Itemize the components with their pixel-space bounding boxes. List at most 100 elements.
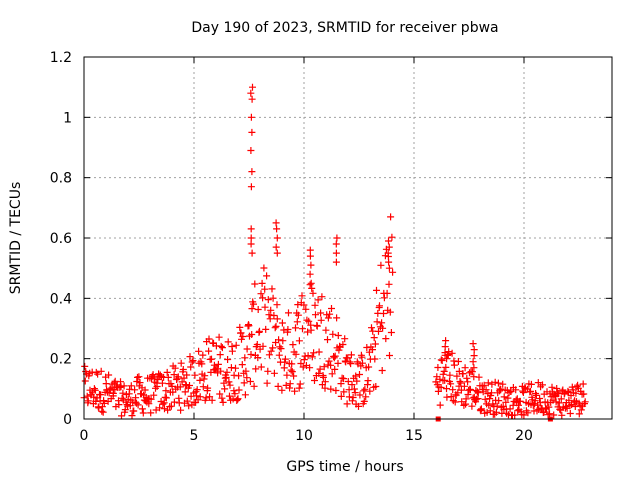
data-point xyxy=(284,326,292,333)
y-tick-label: 0 xyxy=(63,412,72,428)
data-point xyxy=(162,387,170,395)
data-point xyxy=(520,411,528,419)
data-point xyxy=(331,365,339,373)
data-point xyxy=(243,345,251,353)
data-point xyxy=(291,387,299,395)
data-point xyxy=(353,377,361,385)
data-point xyxy=(147,409,155,417)
data-point xyxy=(451,398,459,406)
data-point xyxy=(256,327,263,335)
data-point xyxy=(352,372,360,380)
data-point xyxy=(332,387,340,394)
data-point xyxy=(248,305,256,313)
data-point xyxy=(273,234,281,242)
data-point xyxy=(383,289,391,297)
data-point xyxy=(132,394,140,402)
data-point xyxy=(289,341,297,349)
data-point xyxy=(332,249,340,257)
data-point xyxy=(252,365,260,373)
data-point xyxy=(199,383,207,391)
data-point xyxy=(386,352,393,359)
data-point xyxy=(325,357,333,365)
data-point xyxy=(241,354,249,362)
data-point xyxy=(196,393,204,401)
data-point xyxy=(306,364,314,372)
data-point xyxy=(348,397,356,405)
data-point xyxy=(447,393,455,401)
data-point xyxy=(443,385,450,393)
data-point xyxy=(454,358,462,365)
data-point xyxy=(296,380,304,388)
data-point xyxy=(504,394,512,402)
axis-ticks xyxy=(83,56,612,420)
data-point xyxy=(95,404,103,412)
data-point xyxy=(456,378,464,385)
data-point xyxy=(170,398,178,406)
data-point xyxy=(566,410,574,417)
data-point xyxy=(128,412,136,420)
data-point xyxy=(360,397,368,405)
data-point xyxy=(483,408,491,416)
data-point xyxy=(176,383,184,391)
data-point xyxy=(293,318,301,326)
data-point xyxy=(304,352,312,360)
data-point xyxy=(224,338,232,346)
data-point xyxy=(273,315,281,323)
data-point xyxy=(265,311,273,319)
data-point xyxy=(385,243,393,251)
data-point xyxy=(463,374,471,382)
data-point xyxy=(447,380,455,388)
data-point xyxy=(437,384,445,391)
data-point xyxy=(216,351,224,359)
data-point xyxy=(579,380,587,388)
data-point xyxy=(90,393,98,401)
data-point xyxy=(220,379,228,387)
data-point xyxy=(516,397,524,405)
data-point xyxy=(364,377,372,385)
data-point xyxy=(278,319,286,327)
data-point xyxy=(307,326,315,334)
data-point xyxy=(248,249,256,257)
data-point xyxy=(127,382,135,390)
data-point xyxy=(470,346,478,354)
data-point xyxy=(208,396,216,404)
data-point xyxy=(387,213,395,221)
data-point xyxy=(154,376,162,383)
data-point xyxy=(385,258,393,266)
data-point xyxy=(210,361,218,369)
data-point xyxy=(181,388,189,396)
data-point xyxy=(356,391,364,399)
data-point xyxy=(183,397,191,405)
data-point xyxy=(332,258,340,266)
data-point xyxy=(272,219,280,227)
data-point xyxy=(459,370,467,378)
data-point xyxy=(269,344,277,352)
data-point xyxy=(331,352,339,360)
data-point xyxy=(469,340,477,348)
data-point xyxy=(531,397,539,405)
data-point xyxy=(300,301,308,309)
data-point xyxy=(97,367,105,375)
data-point xyxy=(450,361,458,369)
data-point xyxy=(247,113,255,121)
data-point xyxy=(306,252,314,260)
data-point xyxy=(500,393,508,401)
data-point xyxy=(159,400,167,408)
data-point xyxy=(281,358,289,366)
data-point xyxy=(156,404,164,412)
data-point xyxy=(179,366,187,373)
data-point xyxy=(442,363,450,371)
data-point xyxy=(441,343,449,351)
data-point xyxy=(575,410,583,418)
data-point xyxy=(288,368,296,376)
data-point xyxy=(254,306,262,313)
data-point xyxy=(230,387,238,395)
data-point xyxy=(84,397,92,405)
data-point xyxy=(299,325,306,333)
data-point xyxy=(139,409,147,417)
data-point xyxy=(204,384,212,392)
data-point xyxy=(327,385,335,393)
data-point xyxy=(152,384,159,392)
data-point xyxy=(481,395,489,403)
